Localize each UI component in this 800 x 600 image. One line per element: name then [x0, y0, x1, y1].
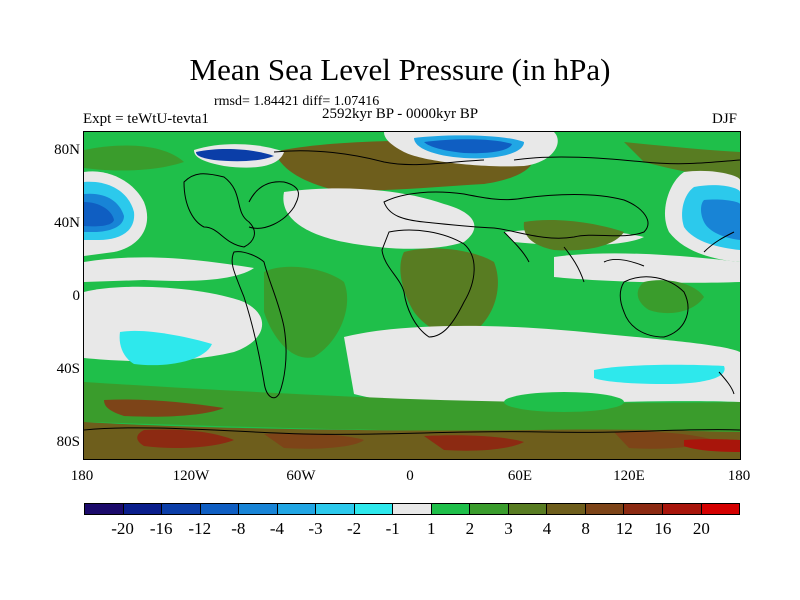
colorbar-label: 4	[542, 519, 552, 538]
x-tick-label: 120E	[613, 468, 645, 484]
colorbar-label: -3	[308, 519, 323, 538]
colorbar-swatch	[585, 504, 625, 514]
colorbar-swatch	[470, 504, 509, 514]
colorbar-label: -4	[269, 519, 285, 538]
colorbar-label: 3	[504, 519, 513, 538]
colorbar-label: 16	[654, 519, 672, 538]
colorbar-label: -16	[149, 519, 173, 538]
colorbar-swatch	[85, 504, 124, 514]
colorbar-swatch	[547, 504, 586, 514]
y-tick-label: 0	[72, 288, 81, 304]
colorbar	[84, 503, 740, 515]
x-tick-label: 60W	[286, 468, 316, 484]
colorbar-label: 2	[465, 519, 475, 538]
rmsd-diff-stats: rmsd= 1.84421 diff= 1.07416	[214, 94, 380, 109]
colorbar-swatch	[662, 504, 702, 514]
colorbar-label: 12	[615, 519, 633, 538]
colorbar-swatch	[239, 504, 278, 514]
experiment-label: Expt = teWtU-tevta1	[83, 111, 209, 127]
colorbar-swatch	[277, 504, 317, 514]
chart-title: Mean Sea Level Pressure (in hPa)	[189, 52, 611, 87]
colorbar-label: -1	[385, 519, 400, 538]
y-tick-label: 80N	[54, 142, 80, 158]
colorbar-label: 8	[581, 519, 590, 538]
colorbar-label: -8	[231, 519, 246, 538]
colorbar-swatch	[431, 504, 471, 514]
y-tick-label: 80S	[56, 434, 80, 450]
x-tick-label: 60E	[507, 468, 533, 484]
colorbar-label: -12	[188, 519, 212, 538]
colorbar-label: 1	[427, 519, 436, 538]
colorbar-swatch	[393, 504, 432, 514]
y-tick-label: 40S	[56, 361, 80, 377]
colorbar-swatch	[200, 504, 240, 514]
colorbar-swatch	[624, 504, 663, 514]
colorbar-swatch	[123, 504, 163, 514]
time-period: 2592kyr BP - 0000kyr BP	[322, 106, 479, 122]
colorbar-swatch	[316, 504, 355, 514]
colorbar-swatch	[162, 504, 201, 514]
x-tick-label: 180	[70, 468, 94, 484]
colorbar-label: 20	[692, 519, 710, 538]
x-tick-label: 180	[727, 468, 751, 484]
colorbar-label: -2	[347, 519, 362, 538]
x-tick-label: 120W	[172, 468, 210, 484]
x-tick-label: 0	[406, 468, 414, 484]
coastlines	[84, 150, 740, 435]
season-label: DJF	[712, 111, 738, 127]
colorbar-swatch	[354, 504, 394, 514]
y-tick-label: 40N	[54, 215, 80, 231]
pressure-map	[83, 131, 741, 460]
colorbar-label: -20	[111, 519, 134, 538]
colorbar-swatch	[508, 504, 548, 514]
colorbar-swatch	[701, 504, 740, 514]
